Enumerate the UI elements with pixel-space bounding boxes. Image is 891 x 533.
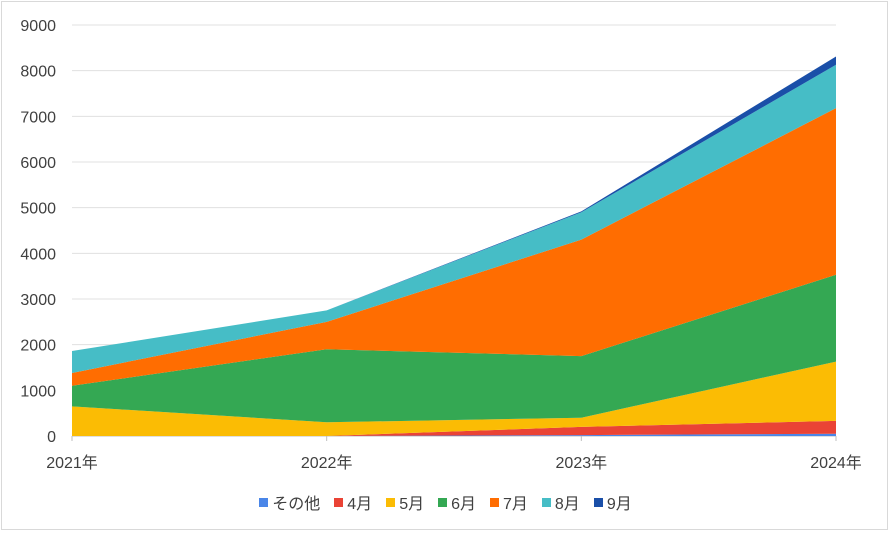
legend-swatch (259, 497, 269, 507)
legend-swatch (541, 497, 551, 507)
legend-item: 7月 (490, 490, 528, 514)
legend: その他 4月 5月 6月 7月 8月 9月 (0, 490, 891, 514)
legend-item: 6月 (438, 490, 476, 514)
y-tick-label: 7000 (20, 109, 56, 126)
y-tick-label: 1000 (20, 383, 56, 400)
legend-item: 9月 (593, 490, 632, 514)
area-series (72, 56, 836, 436)
y-tick-label: 9000 (20, 18, 56, 35)
y-tick-label: 3000 (20, 292, 56, 309)
y-tick-labels: 0 1000 2000 3000 4000 5000 6000 7000 8000 9000 (20, 18, 56, 446)
area-series-7月 (72, 108, 836, 386)
area-series-4月 (72, 420, 836, 436)
y-tick-label: 6000 (20, 155, 56, 172)
area-series-その他 (72, 433, 836, 436)
legend-label: 4月 (347, 496, 373, 513)
legend-label: 7月 (503, 496, 528, 513)
y-tick-label: 2000 (20, 338, 56, 355)
y-tick-label: 4000 (20, 246, 56, 263)
y-tick-label: 0 (47, 429, 56, 446)
area-series-5月 (72, 361, 836, 436)
legend-label: 5月 (399, 496, 425, 513)
legend-item: その他 (259, 490, 320, 514)
legend-swatch (490, 497, 499, 507)
area-series-6月 (72, 274, 836, 423)
legend-item: 4月 (334, 490, 372, 514)
y-tick-label: 5000 (20, 201, 56, 218)
legend-label: 9月 (606, 496, 632, 513)
x-tick-labels: 2021年 2022年 2023年 2024年 (46, 436, 862, 472)
x-tick-label: 2022年 (301, 454, 353, 472)
legend-label: その他 (272, 496, 321, 513)
legend-label: 8月 (554, 496, 580, 513)
area-series-8月 (72, 64, 836, 373)
legend-swatch (386, 497, 396, 507)
y-tick-label: 8000 (20, 64, 56, 81)
x-tick-label: 2023年 (556, 454, 608, 472)
legend-swatch (334, 497, 344, 507)
legend-item: 8月 (541, 490, 580, 514)
x-tick-label: 2021年 (46, 454, 98, 472)
legend-swatch (438, 497, 448, 507)
legend-label: 6月 (451, 496, 476, 513)
legend-item: 5月 (386, 490, 424, 514)
x-tick-label: 2024年 (810, 454, 862, 472)
legend-swatch (593, 497, 603, 507)
